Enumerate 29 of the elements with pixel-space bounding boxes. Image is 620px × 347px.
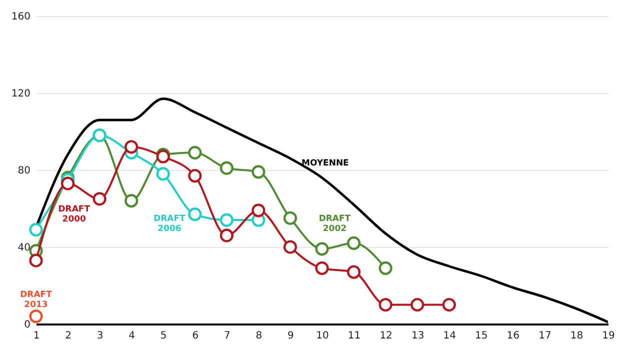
- x-tick-label: 1: [33, 330, 40, 342]
- x-tick-label: 15: [475, 330, 488, 342]
- y-tick-label: 160: [11, 12, 30, 22]
- x-tick-label: 14: [443, 330, 456, 342]
- y-tick-label: 80: [18, 166, 30, 176]
- series-label: DRAFT 2013: [20, 290, 52, 310]
- x-tick-label: 10: [316, 330, 329, 342]
- series-label: DRAFT 2000: [58, 204, 90, 224]
- x-tick-label: 5: [160, 330, 167, 342]
- x-tick-label: 18: [570, 330, 584, 342]
- x-tick-label: 2: [65, 330, 72, 342]
- x-tick-label: 16: [506, 330, 520, 342]
- x-tick-label: 17: [538, 330, 552, 342]
- series-label: DRAFT 2002: [318, 214, 351, 234]
- x-tick-label: 9: [288, 330, 294, 342]
- y-tick-label: 120: [11, 88, 30, 100]
- series-label: MOYENNE: [301, 158, 350, 168]
- x-tick-label: 12: [380, 330, 392, 342]
- x-tick-label: 7: [224, 330, 230, 342]
- x-tick-label: 4: [128, 330, 136, 342]
- y-tick-label: 40: [18, 242, 30, 254]
- x-tick-label: 3: [96, 330, 104, 342]
- x-tick-label: 11: [348, 330, 361, 342]
- x-tick-label: 8: [256, 330, 262, 342]
- x-tick-label: 13: [411, 330, 424, 342]
- series-label: DRAFT 2006: [154, 214, 186, 234]
- x-tick-label: 6: [192, 330, 199, 342]
- x-tick-label: 19: [602, 330, 615, 342]
- y-tick-label: 0: [24, 320, 30, 330]
